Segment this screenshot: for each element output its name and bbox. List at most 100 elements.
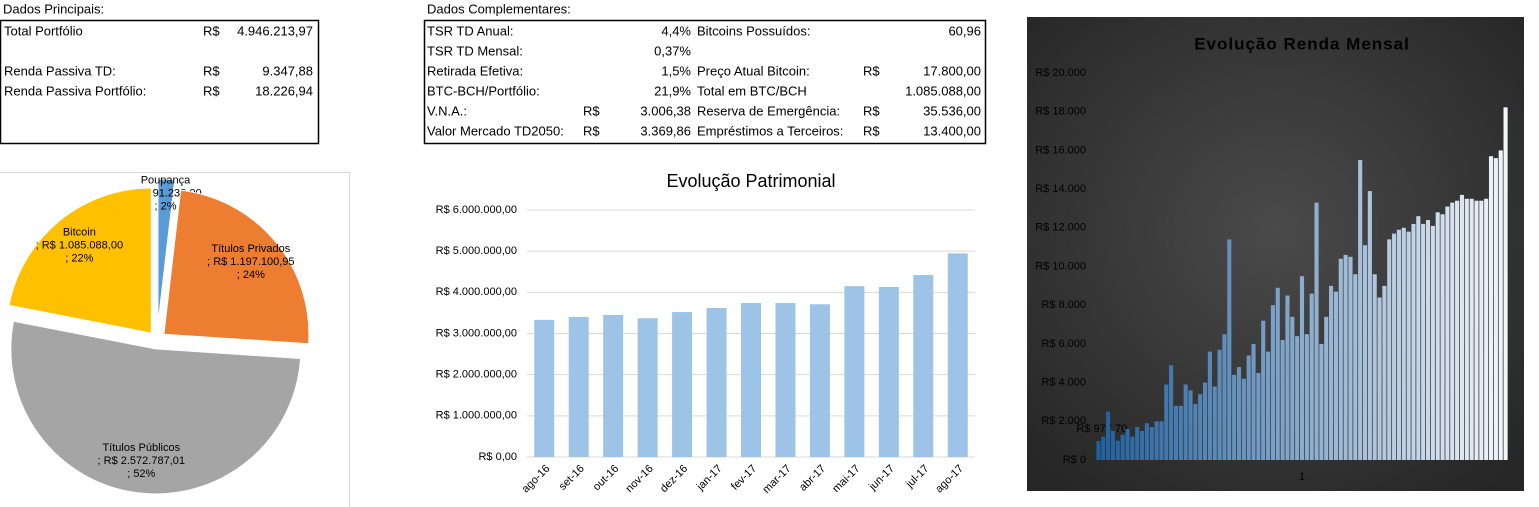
bar: [1139, 430, 1145, 460]
data-label: Bitcoin: [63, 227, 96, 239]
bar: [1362, 245, 1368, 460]
bar: [1329, 285, 1334, 460]
bar: [1348, 256, 1353, 460]
table-cell: 1.085.088,00: [905, 83, 981, 98]
bar: [1236, 367, 1242, 460]
bar: [1382, 285, 1387, 460]
bar: [1304, 334, 1309, 460]
bar: [1459, 194, 1465, 460]
table-cell: 35.536,00: [923, 103, 981, 118]
data-label: Títulos Públicos: [102, 442, 180, 454]
table-cell: R$: [863, 103, 880, 118]
data-label: ; 52%: [127, 468, 155, 480]
table-cell: R$: [863, 123, 880, 138]
bar: [1455, 200, 1460, 460]
y-tick-label: R$ 6.000: [1041, 338, 1086, 350]
bar: [1333, 291, 1338, 460]
bar: [1488, 156, 1494, 460]
x-tick-label: jan-17: [694, 463, 725, 494]
bar: [1498, 150, 1503, 460]
bar: [568, 317, 589, 457]
table-cell: Renda Passiva Portfólio:: [4, 83, 146, 98]
pie-slice: [163, 189, 310, 345]
bar: [1178, 405, 1183, 460]
table-cell: 0,37%: [654, 43, 691, 58]
bar: [1256, 372, 1261, 460]
x-tick-label: ago-17: [933, 463, 966, 496]
table-cell: 3.006,38: [640, 103, 691, 118]
bar: [1474, 200, 1479, 460]
table-cell: R$: [203, 23, 220, 38]
table-cell: Retirada Efetiva:: [427, 63, 523, 78]
x-tick-label: fev-17: [729, 463, 759, 493]
bar: [1309, 293, 1314, 460]
y-tick-label: R$ 14.000: [1035, 183, 1086, 195]
bar: [1430, 225, 1435, 460]
bar: [1227, 239, 1232, 460]
pie-slice: [157, 178, 176, 325]
table-cell: R$: [583, 123, 600, 138]
bar: [1377, 297, 1382, 460]
bar: [1270, 305, 1275, 460]
bar: [913, 275, 934, 457]
chart-title: Evolução Renda Mensal: [1194, 34, 1410, 53]
bar: [1251, 343, 1256, 460]
bar: [637, 318, 658, 457]
bar: [947, 253, 968, 457]
y-tick-label: R$ 10.000: [1035, 260, 1086, 272]
table-cell: R$: [863, 63, 880, 78]
bar: [672, 312, 693, 457]
table-cell: 21,9%: [654, 83, 691, 98]
bar: [1392, 233, 1397, 460]
bar: [1343, 254, 1348, 460]
bar: [1212, 386, 1217, 460]
table-cell: Valor Mercado TD2050:: [427, 123, 564, 138]
bar: [1285, 295, 1290, 460]
bar: [1367, 191, 1372, 460]
bar: [1101, 436, 1106, 460]
y-tick-label: R$ 2.000: [1041, 415, 1086, 427]
bar: [1193, 403, 1198, 460]
table-cell: 9.347,88: [262, 63, 313, 78]
table-cell: TSR TD Mensal:: [427, 43, 523, 58]
table-cell: Total Portfólio: [4, 23, 83, 38]
x-tick-label: out-16: [591, 463, 622, 494]
bar: [1135, 427, 1140, 460]
bar: [1406, 231, 1411, 460]
x-tick-label: nov-16: [624, 463, 656, 495]
bar: [1324, 316, 1329, 460]
pie-slice: [10, 320, 302, 495]
bar: [1421, 223, 1426, 460]
bar: [1338, 258, 1343, 460]
table-cell: 18.226,94: [255, 83, 313, 98]
bar: [1169, 365, 1174, 460]
bar: [1469, 198, 1474, 460]
bar: [534, 319, 555, 457]
bar: [1425, 220, 1431, 460]
table-cell: 4,4%: [661, 23, 691, 38]
table-cell: Renda Passiva TD:: [4, 63, 116, 78]
bar: [1261, 320, 1266, 460]
bar: [1183, 384, 1188, 460]
bar: [1246, 355, 1251, 460]
y-tick-label: R$ 2.000.000,00: [436, 369, 517, 381]
bar: [1445, 206, 1450, 460]
bar: [1479, 200, 1484, 460]
table-cell: 60,96: [948, 23, 981, 38]
table-cell: BTC-BCH/Portfólio:: [427, 83, 540, 98]
data-label: ; R$ 1.085.088,00: [36, 240, 123, 252]
table-cell: Total em BTC/BCH: [697, 83, 807, 98]
table-cell: R$: [583, 103, 600, 118]
y-tick-label: R$ 3.000.000,00: [436, 327, 517, 339]
y-tick-label: R$ 0: [1063, 454, 1086, 466]
bar: [844, 286, 865, 457]
table-cell: 17.800,00: [923, 63, 981, 78]
x-tick-label: jul-17: [903, 463, 931, 491]
y-tick-label: R$ 0,00: [478, 451, 517, 463]
bar: [1106, 411, 1111, 460]
table-cell: TSR TD Anual:: [427, 23, 513, 38]
y-tick-label: R$ 4.000.000,00: [436, 286, 517, 298]
table-cell: Reserva de Emergência:: [697, 103, 840, 118]
bar: [1144, 423, 1149, 460]
